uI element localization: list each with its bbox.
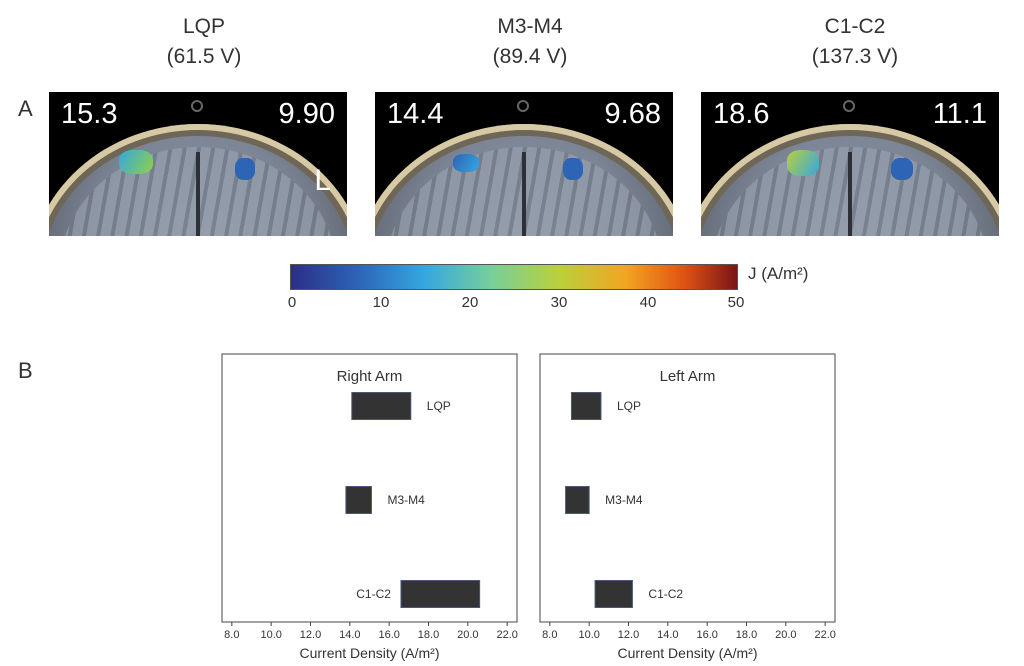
colorbar-tick: 10 bbox=[372, 294, 390, 311]
range-bar bbox=[351, 392, 412, 420]
bar-label: LQP bbox=[617, 399, 641, 413]
colorbar-label: J (A/m²) bbox=[748, 264, 809, 283]
column-voltage: (61.5 V) bbox=[166, 45, 242, 68]
chart-right-arm: Right Arm LQP M3-M4 C1-C2 8.0 10.0 12.0 14.0 16.… bbox=[221, 353, 518, 661]
side-marker: L bbox=[314, 164, 331, 197]
x-tick-label: 10.0 bbox=[260, 629, 281, 641]
colorbar bbox=[290, 264, 738, 290]
left-value: 14.4 bbox=[387, 98, 444, 130]
range-bar bbox=[594, 580, 633, 608]
current-hotspot-left bbox=[453, 154, 479, 172]
range-bar bbox=[400, 580, 481, 608]
panel-label-a: A bbox=[18, 96, 33, 121]
current-hotspot-right bbox=[891, 158, 913, 180]
x-axis-label: Current Density (A/m²) bbox=[299, 645, 439, 661]
colorbar-tick: 50 bbox=[727, 294, 745, 311]
x-tick-label: 14.0 bbox=[339, 629, 360, 641]
fiducial-marker bbox=[843, 100, 855, 112]
column-title-m3m4: M3-M4 (89.4 V) bbox=[420, 12, 640, 72]
current-hotspot-right bbox=[563, 158, 583, 180]
x-tick-label: 22.0 bbox=[814, 629, 835, 641]
bar-label: M3-M4 bbox=[387, 493, 425, 507]
x-tick-label: 16.0 bbox=[378, 629, 399, 641]
plot-frame bbox=[221, 353, 518, 623]
right-value: 9.90 bbox=[278, 98, 335, 130]
chart-title: Right Arm bbox=[337, 368, 403, 385]
x-tick-label: 10.0 bbox=[578, 629, 599, 641]
x-tick-label: 12.0 bbox=[300, 629, 321, 641]
current-hotspot-right bbox=[235, 158, 255, 180]
column-title-c1c2: C1-C2 (137.3 V) bbox=[745, 12, 965, 72]
fiducial-marker bbox=[517, 100, 529, 112]
chart-title: Left Arm bbox=[660, 368, 716, 385]
x-tick-label: 8.0 bbox=[224, 629, 239, 641]
x-tick-label: 14.0 bbox=[657, 629, 678, 641]
fissure-shape bbox=[196, 152, 200, 236]
column-name: M3-M4 bbox=[497, 15, 563, 38]
column-name: LQP bbox=[182, 15, 226, 38]
fissure-shape bbox=[522, 152, 526, 236]
colorbar-tick: 30 bbox=[550, 294, 568, 311]
column-name: C1-C2 bbox=[824, 15, 886, 38]
right-value: 9.68 bbox=[604, 98, 661, 130]
bar-label: M3-M4 bbox=[605, 493, 643, 507]
column-title-lqp: LQP (61.5 V) bbox=[94, 12, 314, 72]
colorbar-tick: 40 bbox=[639, 294, 657, 311]
range-bar bbox=[565, 486, 590, 514]
fiducial-marker bbox=[191, 100, 203, 112]
x-tick-label: 18.0 bbox=[736, 629, 757, 641]
x-tick-label: 12.0 bbox=[618, 629, 639, 641]
x-tick-label: 8.0 bbox=[542, 629, 557, 641]
chart-left-arm: Left Arm LQP M3-M4 C1-C2 8.0 10.0 12.0 14.0 16.0… bbox=[539, 353, 836, 661]
left-value: 15.3 bbox=[61, 98, 118, 130]
left-value: 18.6 bbox=[713, 98, 770, 130]
bar-label: C1-C2 bbox=[356, 587, 391, 601]
range-bar bbox=[570, 392, 602, 420]
brain-image-lqp: 15.3 9.90 L bbox=[49, 92, 347, 236]
bar-label: LQP bbox=[427, 399, 451, 413]
x-axis-label: Current Density (A/m²) bbox=[617, 645, 757, 661]
x-tick-label: 20.0 bbox=[457, 629, 478, 641]
right-value: 11.1 bbox=[932, 98, 987, 130]
plot-frame bbox=[539, 353, 836, 623]
brain-image-m3m4: 14.4 9.68 bbox=[375, 92, 673, 236]
range-bar bbox=[345, 486, 372, 514]
column-voltage: (89.4 V) bbox=[492, 45, 568, 68]
colorbar-tick: 0 bbox=[287, 294, 297, 311]
x-tick-label: 20.0 bbox=[775, 629, 796, 641]
x-tick-label: 16.0 bbox=[696, 629, 717, 641]
x-tick-label: 22.0 bbox=[496, 629, 517, 641]
x-tick-label: 18.0 bbox=[418, 629, 439, 641]
brain-image-c1c2: 18.6 11.1 bbox=[701, 92, 999, 236]
bar-label: C1-C2 bbox=[648, 587, 683, 601]
current-hotspot-left bbox=[787, 150, 819, 176]
column-voltage: (137.3 V) bbox=[811, 45, 899, 68]
fissure-shape bbox=[848, 152, 852, 236]
panel-label-b: B bbox=[18, 358, 33, 383]
colorbar-tick: 20 bbox=[461, 294, 479, 311]
current-hotspot-left bbox=[119, 150, 153, 174]
